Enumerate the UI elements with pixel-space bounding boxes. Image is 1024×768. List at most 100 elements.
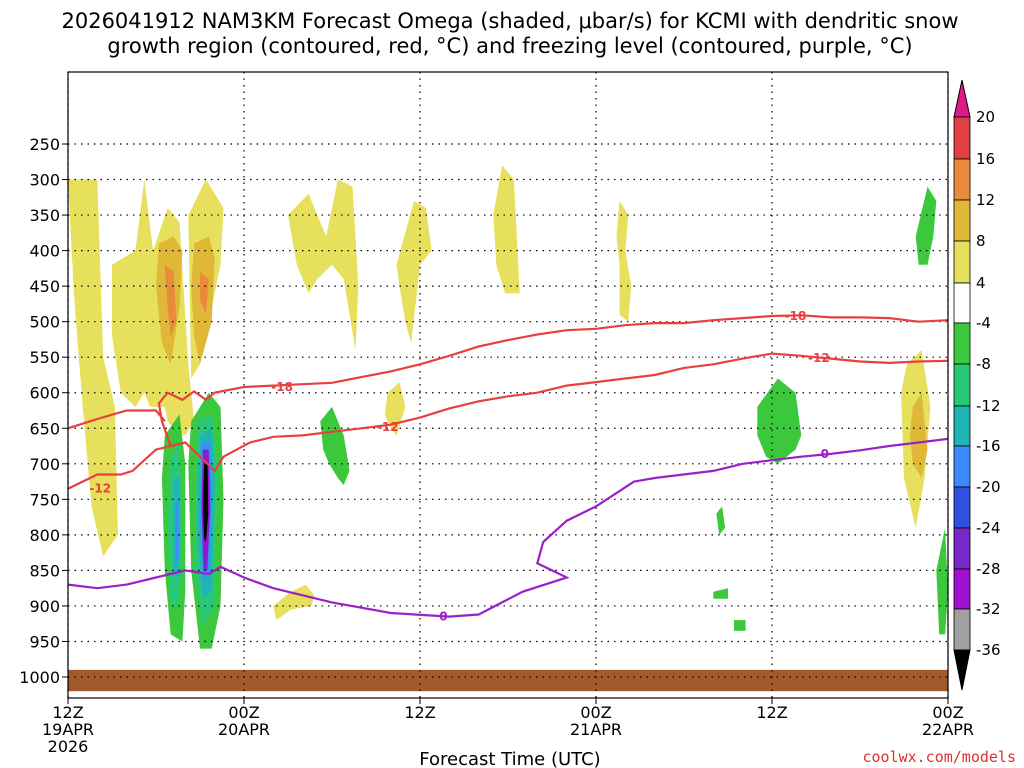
y-tick-label-400: 400 [29, 242, 60, 261]
omega-region-4 [396, 200, 432, 343]
x-axis-label: Forecast Time (UTC) [419, 749, 600, 768]
omega-region-13 [164, 264, 177, 336]
x-tick-label-18-2: 21APR [570, 720, 622, 739]
x-tick-label-30-1: 00Z [932, 703, 963, 722]
x-tick-label-0-2: 19APR [42, 720, 94, 739]
colorbar-label-4: 4 [976, 274, 986, 292]
colorbar-segment-5 [953, 322, 971, 365]
y-tick-label-700: 700 [29, 455, 60, 474]
omega-shading [68, 165, 948, 649]
contour-labels: -12 -18 -12 -18 -12 0 0 [89, 309, 830, 624]
svg-text:0: 0 [821, 447, 829, 461]
contour-3 [157, 314, 948, 447]
contour-label-4: -12 [808, 351, 830, 365]
contour-label-0: -12 [89, 482, 111, 496]
contour-label-5: 0 [439, 610, 447, 624]
y-tick-label-800: 800 [29, 526, 60, 545]
colorbar-segment-1 [953, 158, 971, 201]
colorbar-label-0: 20 [976, 108, 995, 126]
colorbar-label-13: -36 [976, 641, 1001, 659]
plot-area: -12 -18 -12 -18 -12 0 0 [67, 71, 949, 699]
y-tick-label-350: 350 [29, 206, 60, 225]
y-axis: 250 300 350 400 450 500 550 600 650 700 750 800 850 9… [19, 135, 68, 687]
y-tick-label-850: 850 [29, 561, 60, 580]
y-tick-label-650: 650 [29, 419, 60, 438]
y-tick-label-900: 900 [29, 597, 60, 616]
credit-text: coolwx.com/models [862, 748, 1016, 766]
colorbar: 20 16 12 8 4 -4 -8 -12 -16 -20 -24 -28 -32 -36 [953, 79, 1001, 691]
omega-region-22 [713, 588, 728, 599]
colorbar-label-10: -24 [976, 519, 1001, 537]
colorbar-segment-2 [953, 199, 971, 242]
omega-region-5 [493, 165, 520, 294]
plot-frame [67, 71, 949, 699]
omega-region-20 [936, 527, 948, 635]
y-tick-label-250: 250 [29, 135, 60, 154]
temperature-contours [68, 314, 948, 618]
colorbar-label-7: -12 [976, 397, 1001, 415]
omega-region-28 [175, 499, 179, 564]
y-tick-label-550: 550 [29, 348, 60, 367]
x-tick-label-12-1: 12Z [404, 703, 435, 722]
omega-region-17 [320, 406, 350, 486]
colorbar-segment-3 [953, 240, 971, 284]
omega-region-32 [202, 463, 209, 542]
contour-label-1: -18 [271, 380, 293, 394]
terrain-band [68, 669, 948, 692]
omega-region-8 [273, 584, 315, 621]
omega-region-3 [288, 179, 359, 351]
y-tick-label-450: 450 [29, 277, 60, 296]
svg-text:0: 0 [439, 610, 447, 624]
colorbar-segment-7 [953, 405, 971, 447]
x-tick-label-0-1: 12Z [52, 703, 83, 722]
omega-region-6 [616, 200, 632, 322]
chart-title-line1: 2026041912 NAM3KM Forecast Omega (shaded… [61, 9, 958, 33]
omega-region-0 [68, 179, 118, 557]
svg-text:-18: -18 [271, 380, 293, 394]
svg-text:-18: -18 [785, 309, 807, 323]
colorbar-segment-6 [953, 363, 971, 407]
svg-text:-12: -12 [808, 351, 830, 365]
contour-0 [68, 437, 948, 618]
colorbar-label-3: 8 [976, 232, 986, 250]
y-tick-label-750: 750 [29, 490, 60, 509]
omega-region-1 [112, 179, 195, 436]
omega-region-18 [757, 378, 802, 464]
x-tick-label-6-1: 00Z [228, 703, 259, 722]
colorbar-segment-4 [953, 282, 971, 324]
colorbar-label-11: -28 [976, 560, 1001, 578]
svg-text:-12: -12 [89, 482, 111, 496]
colorbar-label-5: -4 [976, 314, 991, 332]
svg-text:-12: -12 [377, 420, 399, 434]
omega-region-12 [909, 392, 928, 478]
colorbar-segment-9 [953, 486, 971, 529]
y-tick-label-600: 600 [29, 384, 60, 403]
x-tick-label-18-1: 00Z [580, 703, 611, 722]
contour-1 [68, 352, 948, 490]
omega-region-14 [200, 271, 209, 315]
chart-title-line2: growth region (contoured, red, °C) and f… [107, 34, 912, 58]
y-tick-label-1000: 1000 [19, 668, 60, 687]
colorbar-label-8: -16 [976, 437, 1001, 455]
colorbar-label-9: -20 [976, 478, 1001, 496]
colorbar-segment-0 [953, 116, 971, 160]
y-tick-label-500: 500 [29, 313, 60, 332]
x-tick-label-6-2: 20APR [218, 720, 270, 739]
contour-label-6: 0 [821, 447, 829, 461]
terrain-fill [68, 669, 948, 692]
colorbar-segment-10 [953, 527, 971, 570]
omega-region-19 [915, 186, 937, 265]
x-tick-label-0-3: 2026 [48, 737, 89, 756]
x-tick-label-24-1: 12Z [756, 703, 787, 722]
colorbar-segment-11 [953, 568, 971, 610]
y-tick-label-300: 300 [29, 171, 60, 190]
colorbar-segment-12 [953, 608, 971, 651]
y-tick-label-950: 950 [29, 632, 60, 651]
colorbar-bottom-arrow [953, 649, 971, 691]
colorbar-label-1: 16 [976, 150, 995, 168]
colorbar-label-12: -32 [976, 600, 1001, 618]
colorbar-label-6: -8 [976, 355, 991, 373]
colorbar-label-2: 12 [976, 191, 995, 209]
